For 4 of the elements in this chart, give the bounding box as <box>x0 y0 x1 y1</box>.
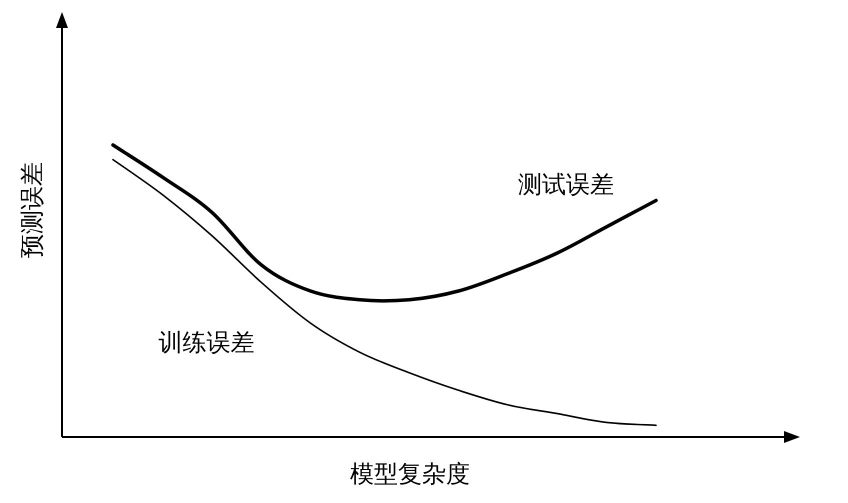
x-axis-title: 模型复杂度 <box>350 460 470 488</box>
y-axis-title: 预测误差 <box>18 162 46 258</box>
series-label: 测试误差 <box>518 170 614 198</box>
series-label: 训练误差 <box>158 328 255 357</box>
